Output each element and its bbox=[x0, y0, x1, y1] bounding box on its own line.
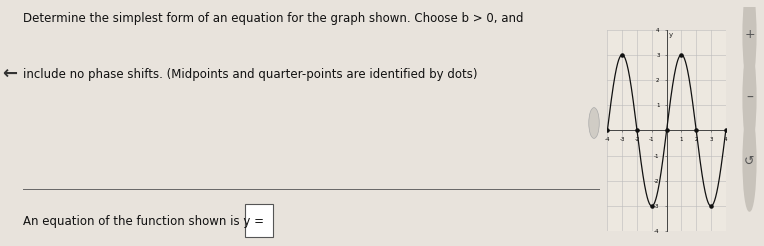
Text: An equation of the function shown is y =: An equation of the function shown is y = bbox=[23, 215, 264, 228]
Text: ↺: ↺ bbox=[744, 155, 755, 168]
Text: ←: ← bbox=[2, 65, 17, 83]
Circle shape bbox=[743, 111, 756, 211]
Point bbox=[690, 128, 702, 132]
Point bbox=[631, 128, 643, 132]
Point bbox=[616, 53, 628, 57]
Text: y: y bbox=[668, 32, 673, 38]
Point bbox=[675, 53, 688, 57]
Circle shape bbox=[743, 0, 756, 84]
FancyBboxPatch shape bbox=[245, 204, 273, 237]
Point bbox=[720, 128, 732, 132]
Point bbox=[705, 204, 717, 208]
Text: –: – bbox=[746, 91, 753, 105]
Text: +: + bbox=[744, 28, 755, 41]
Point bbox=[660, 128, 673, 132]
Ellipse shape bbox=[589, 108, 599, 138]
Text: Determine the simplest form of an equation for the graph shown. Choose b > 0, an: Determine the simplest form of an equati… bbox=[23, 12, 523, 25]
Point bbox=[646, 204, 658, 208]
Point bbox=[601, 128, 613, 132]
Text: include no phase shifts. (Midpoints and quarter-points are identified by dots): include no phase shifts. (Midpoints and … bbox=[23, 68, 478, 81]
Circle shape bbox=[743, 48, 756, 148]
